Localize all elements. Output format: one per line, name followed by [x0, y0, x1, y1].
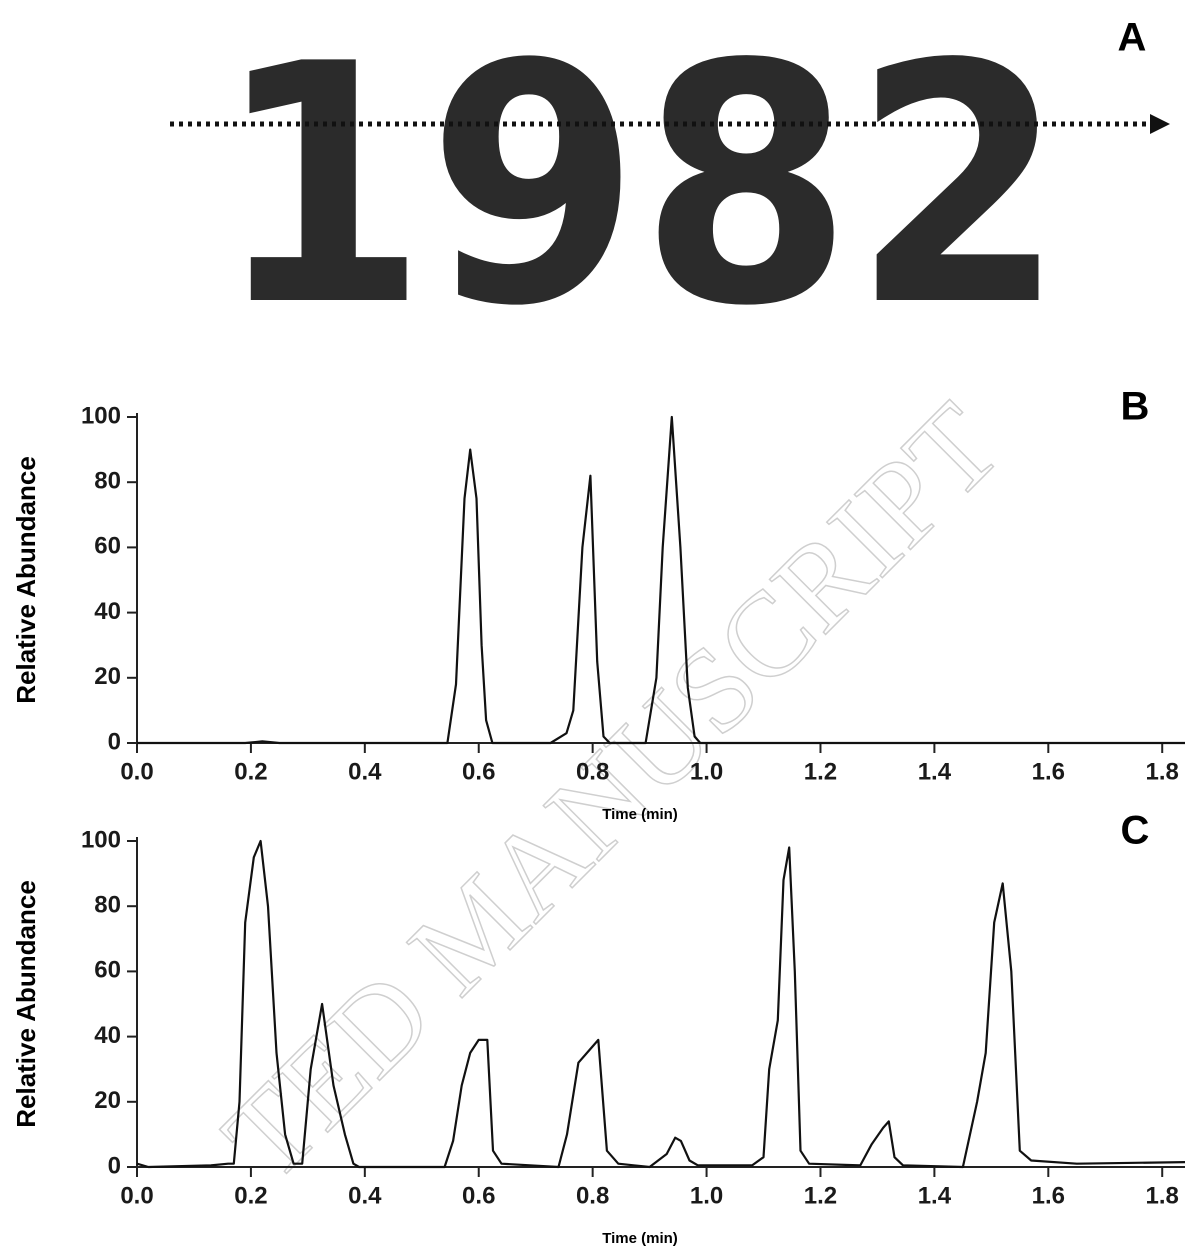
- panel-label: A: [1118, 16, 1147, 60]
- handwritten-number: 1982: [215, 0, 1065, 378]
- arrow-head: [1150, 114, 1170, 134]
- x-tick-label: 0.8: [576, 1182, 609, 1209]
- chromatogram-line: [136, 839, 1186, 1169]
- y-tick-label: 0: [108, 728, 121, 755]
- y-tick-label: 20: [94, 663, 121, 690]
- y-tick-label: 60: [94, 957, 121, 984]
- y-tick-label: 80: [94, 892, 121, 919]
- y-tick-label: 20: [94, 1087, 121, 1114]
- y-axis-label: Relative Abundance: [11, 456, 41, 704]
- x-tick-label: 0.2: [234, 758, 267, 785]
- x-tick-label: 1.0: [690, 1182, 723, 1209]
- chromatogram-line: [137, 415, 1185, 745]
- y-axis-label: Relative Abundance: [11, 880, 41, 1128]
- x-tick-label: 0.6: [462, 1182, 495, 1209]
- x-tick-label: 0.0: [120, 1182, 153, 1209]
- x-tick-label: 1.4: [918, 758, 952, 785]
- x-tick-label: 1.6: [1032, 1182, 1065, 1209]
- x-tick-label: 1.0: [690, 758, 723, 785]
- x-tick-label: 1.2: [804, 1182, 837, 1209]
- x-tick-label: 0.6: [462, 758, 495, 785]
- y-tick-label: 40: [94, 598, 121, 625]
- x-tick-label: 0.0: [120, 758, 153, 785]
- x-tick-label: 1.4: [918, 1182, 952, 1209]
- watermark: TED MANUSCRIPT: [198, 378, 1025, 1205]
- x-tick-label: 0.2: [234, 1182, 267, 1209]
- panel-label: C: [1121, 809, 1150, 853]
- x-axis-label: Time (min): [602, 1230, 678, 1247]
- y-tick-label: 60: [94, 533, 121, 560]
- x-tick-label: 0.8: [576, 758, 609, 785]
- x-tick-label: 1.8: [1146, 1182, 1179, 1209]
- x-tick-label: 0.4: [348, 1182, 382, 1209]
- x-tick-label: 1.6: [1032, 758, 1065, 785]
- x-tick-label: 1.8: [1146, 758, 1179, 785]
- y-tick-label: 80: [94, 468, 121, 495]
- y-tick-label: 100: [81, 826, 121, 853]
- y-tick-label: 100: [81, 402, 121, 429]
- panel-label: B: [1121, 385, 1150, 429]
- x-tick-label: 0.4: [348, 758, 382, 785]
- x-tick-label: 1.2: [804, 758, 837, 785]
- y-tick-label: 0: [108, 1152, 121, 1179]
- y-tick-label: 40: [94, 1022, 121, 1049]
- x-axis-label: Time (min): [602, 806, 678, 823]
